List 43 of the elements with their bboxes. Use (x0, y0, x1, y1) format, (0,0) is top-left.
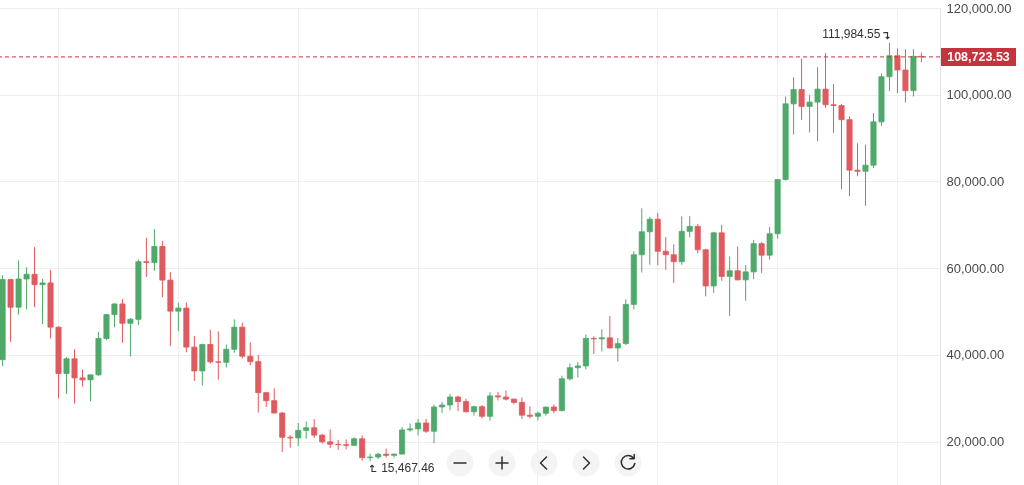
candlestick (311, 418, 318, 439)
candlestick (359, 434, 366, 462)
candlestick (494, 391, 501, 401)
candlestick (534, 411, 541, 421)
y-tick-label: 120,000.00 (946, 0, 1012, 16)
y-tick-label: 100,000.00 (946, 87, 1012, 103)
candlestick (518, 396, 525, 420)
ref-line-label: 108,723.53 (947, 49, 1010, 64)
candlestick (502, 389, 509, 401)
candlestick (39, 278, 46, 325)
candlestick (574, 361, 581, 378)
candlestick (526, 405, 533, 419)
candlestick (391, 453, 398, 459)
y-tick-label: 80,000.00 (946, 173, 1005, 189)
y-tick-label: 40,000.00 (946, 347, 1005, 363)
candlestick (638, 207, 645, 274)
y-tick-label: 20,000.00 (946, 434, 1005, 450)
candlestick (486, 391, 493, 422)
candlestick (143, 237, 150, 278)
candlestick (415, 418, 422, 437)
annotation: 111,984.55 (822, 26, 881, 41)
candlestick (614, 337, 621, 362)
candlestick (367, 453, 374, 462)
candlestick (327, 428, 334, 449)
candlestick (758, 241, 765, 274)
candlestick (598, 328, 605, 352)
candlestick (726, 255, 733, 317)
candlestick (606, 315, 613, 349)
y-tick-label: 60,000.00 (946, 260, 1005, 276)
candlestick (175, 302, 182, 332)
candlestick (119, 298, 126, 344)
candlestick (439, 401, 446, 414)
candlestick (455, 395, 462, 412)
annotation: 15,467.46 (381, 461, 435, 476)
candlestick (151, 228, 158, 272)
candlestick (383, 448, 390, 459)
candlestick (734, 246, 741, 281)
candlestick (63, 356, 70, 395)
candlestick (31, 246, 38, 308)
candlestick (295, 422, 302, 447)
candlestick (646, 216, 653, 266)
candlestick (798, 58, 805, 121)
candlestick (407, 422, 414, 433)
